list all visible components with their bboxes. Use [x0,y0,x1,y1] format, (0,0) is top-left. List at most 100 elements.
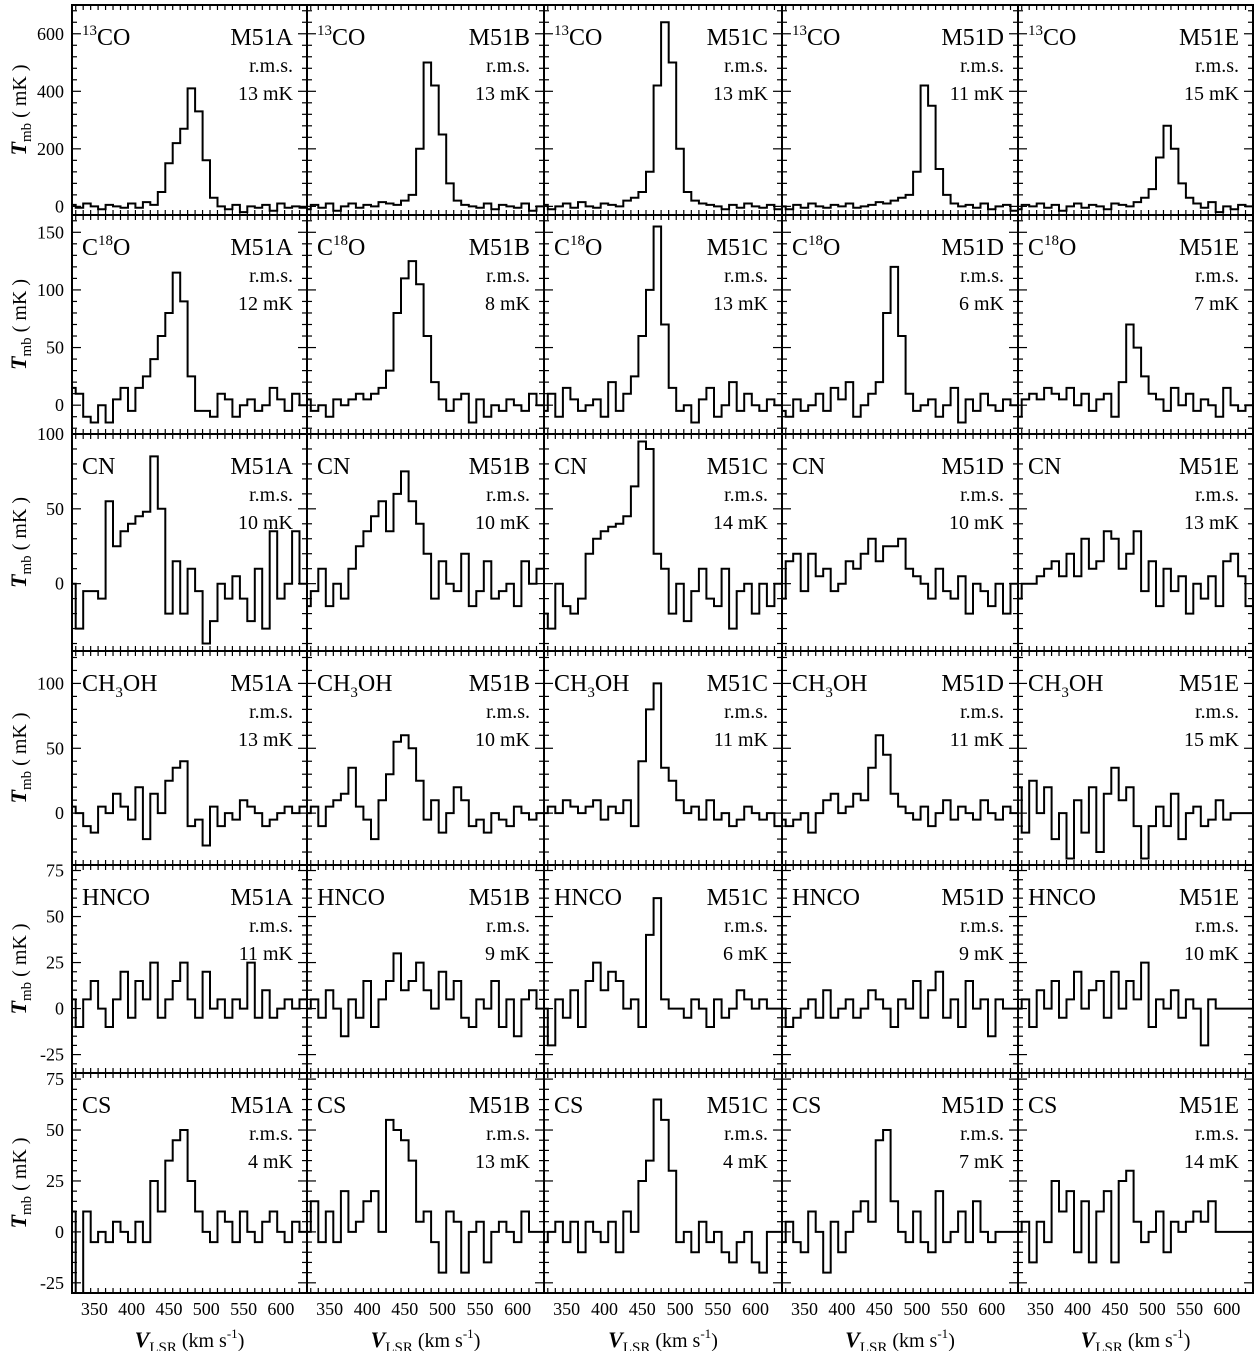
rms-value: 10 mK [949,512,1005,534]
source-label: M51E [1179,1093,1239,1119]
molecule-label: CH3OH [317,671,393,701]
rms-value: 10 mK [475,729,531,751]
source-label: M51D [941,454,1004,480]
x-tick-label: 400 [1064,1299,1091,1319]
x-tick-label: 400 [118,1299,145,1319]
spectrum-line [544,1098,782,1274]
x-tick-label: 550 [1176,1299,1203,1319]
molecule-label: C18O [317,233,365,261]
rms-label: r.m.s. [960,1123,1004,1145]
molecule-label: C18O [1028,233,1076,261]
x-tick-label: 450 [866,1299,893,1319]
panel-cs-m51c: CS M51C r.m.s. 4 mK [543,1072,783,1294]
panel-hnco-m51b: HNCO M51B r.m.s. 9 mK [306,864,545,1074]
y-tick-label: 0 [55,999,64,1019]
rms-value: 11 mK [950,83,1005,105]
source-label: M51E [1179,235,1239,261]
panel-cs-m51b: CS M51B r.m.s. 13 mK [306,1072,545,1294]
source-label: M51B [469,671,530,697]
rms-label: r.m.s. [1195,55,1239,77]
x-tick-label: 350 [791,1299,818,1319]
y-tick-label: 0 [55,574,64,594]
y-tick-label: 100 [37,280,64,300]
rms-value: 13 mK [238,83,294,105]
source-label: M51D [941,1093,1004,1119]
molecule-label: CS [82,1093,111,1119]
panel-co-m51c: 13CO M51C r.m.s. 13 mK [543,4,783,216]
rms-label: r.m.s. [249,1123,293,1145]
rms-value: 13 mK [713,83,769,105]
molecule-label: CS [1028,1093,1057,1119]
spectrum-line [307,61,544,212]
y-tick-label: 0 [55,803,64,823]
y-tick-label: 25 [46,953,64,973]
panel-hnco-m51d: HNCO M51D r.m.s. 9 mK [781,864,1019,1074]
rms-label: r.m.s. [486,484,530,506]
x-tick-label: 600 [1213,1299,1240,1319]
source-label: M51C [707,235,768,261]
rms-label: r.m.s. [960,265,1004,287]
source-label: M51E [1179,454,1239,480]
rms-label: r.m.s. [486,1123,530,1145]
rms-label: r.m.s. [486,265,530,287]
panel-cs-m51d: CS M51D r.m.s. 7 mK [781,1072,1019,1294]
panel-choh-m51a: CH3OH M51A r.m.s. 13 mK [71,650,308,866]
y-tick-label: 75 [46,1069,64,1089]
source-label: M51A [230,885,293,911]
y-tick-label: 100 [37,424,64,444]
spectrum-line [782,970,1018,1038]
rms-value: 13 mK [238,729,294,751]
rms-value: 11 mK [714,729,769,751]
rms-value: 13 mK [475,1151,531,1173]
molecule-label: CS [317,1093,346,1119]
x-axis-label: VLSR (km s-1) [371,1326,481,1351]
molecule-label: C18O [82,233,130,261]
rms-label: r.m.s. [1195,915,1239,937]
x-axis-label: VLSR (km s-1) [1081,1326,1191,1351]
rms-value: 9 mK [485,943,531,965]
spectrum-line [782,84,1018,212]
rms-label: r.m.s. [1195,484,1239,506]
source-label: M51D [941,671,1004,697]
molecule-label: CH3OH [554,671,630,701]
x-tick-label: 350 [553,1299,580,1319]
spectrum-line [544,897,782,1047]
spectrum-line [72,961,307,1028]
spectrum-line [72,1129,307,1293]
molecule-label: HNCO [82,885,150,911]
source-label: M51C [707,671,768,697]
source-label: M51B [469,454,530,480]
y-tick-label: 100 [37,673,64,693]
panel-cs-m51a: CS M51A r.m.s. 4 mK [71,1072,308,1294]
source-label: M51D [941,885,1004,911]
y-axis-label: Tmb ( mK ) [6,65,35,156]
rms-label: r.m.s. [1195,1123,1239,1145]
rms-value: 13 mK [1184,512,1240,534]
molecule-label: C18O [554,233,602,261]
spectrum-line [544,225,782,424]
y-tick-label: 400 [37,81,64,101]
molecule-label: CN [1028,454,1061,480]
panel-cn-m51b: CN M51B r.m.s. 10 mK [306,433,545,652]
spectrum-line [544,440,782,630]
rms-value: 11 mK [950,729,1005,751]
x-tick-label: 400 [354,1299,381,1319]
source-label: M51B [469,235,530,261]
y-tick-label: 200 [37,139,64,159]
panel-co-m51d: C18O M51D r.m.s. 6 mK [781,214,1019,435]
x-tick-label: 500 [193,1299,220,1319]
x-tick-label: 450 [155,1299,182,1319]
y-tick-label: -25 [40,1045,64,1065]
panel-choh-m51d: CH3OH M51D r.m.s. 11 mK [781,650,1019,866]
y-tick-label: 50 [46,907,64,927]
x-tick-label: 600 [267,1299,294,1319]
spectrum-line [782,265,1018,424]
panel-frame [1017,1072,1254,1294]
rms-value: 6 mK [959,293,1005,315]
source-label: M51C [707,454,768,480]
rms-label: r.m.s. [960,484,1004,506]
spectrum-line [307,734,544,841]
rms-value: 7 mK [1194,293,1240,315]
panel-co-m51c: C18O M51C r.m.s. 13 mK [543,214,783,435]
